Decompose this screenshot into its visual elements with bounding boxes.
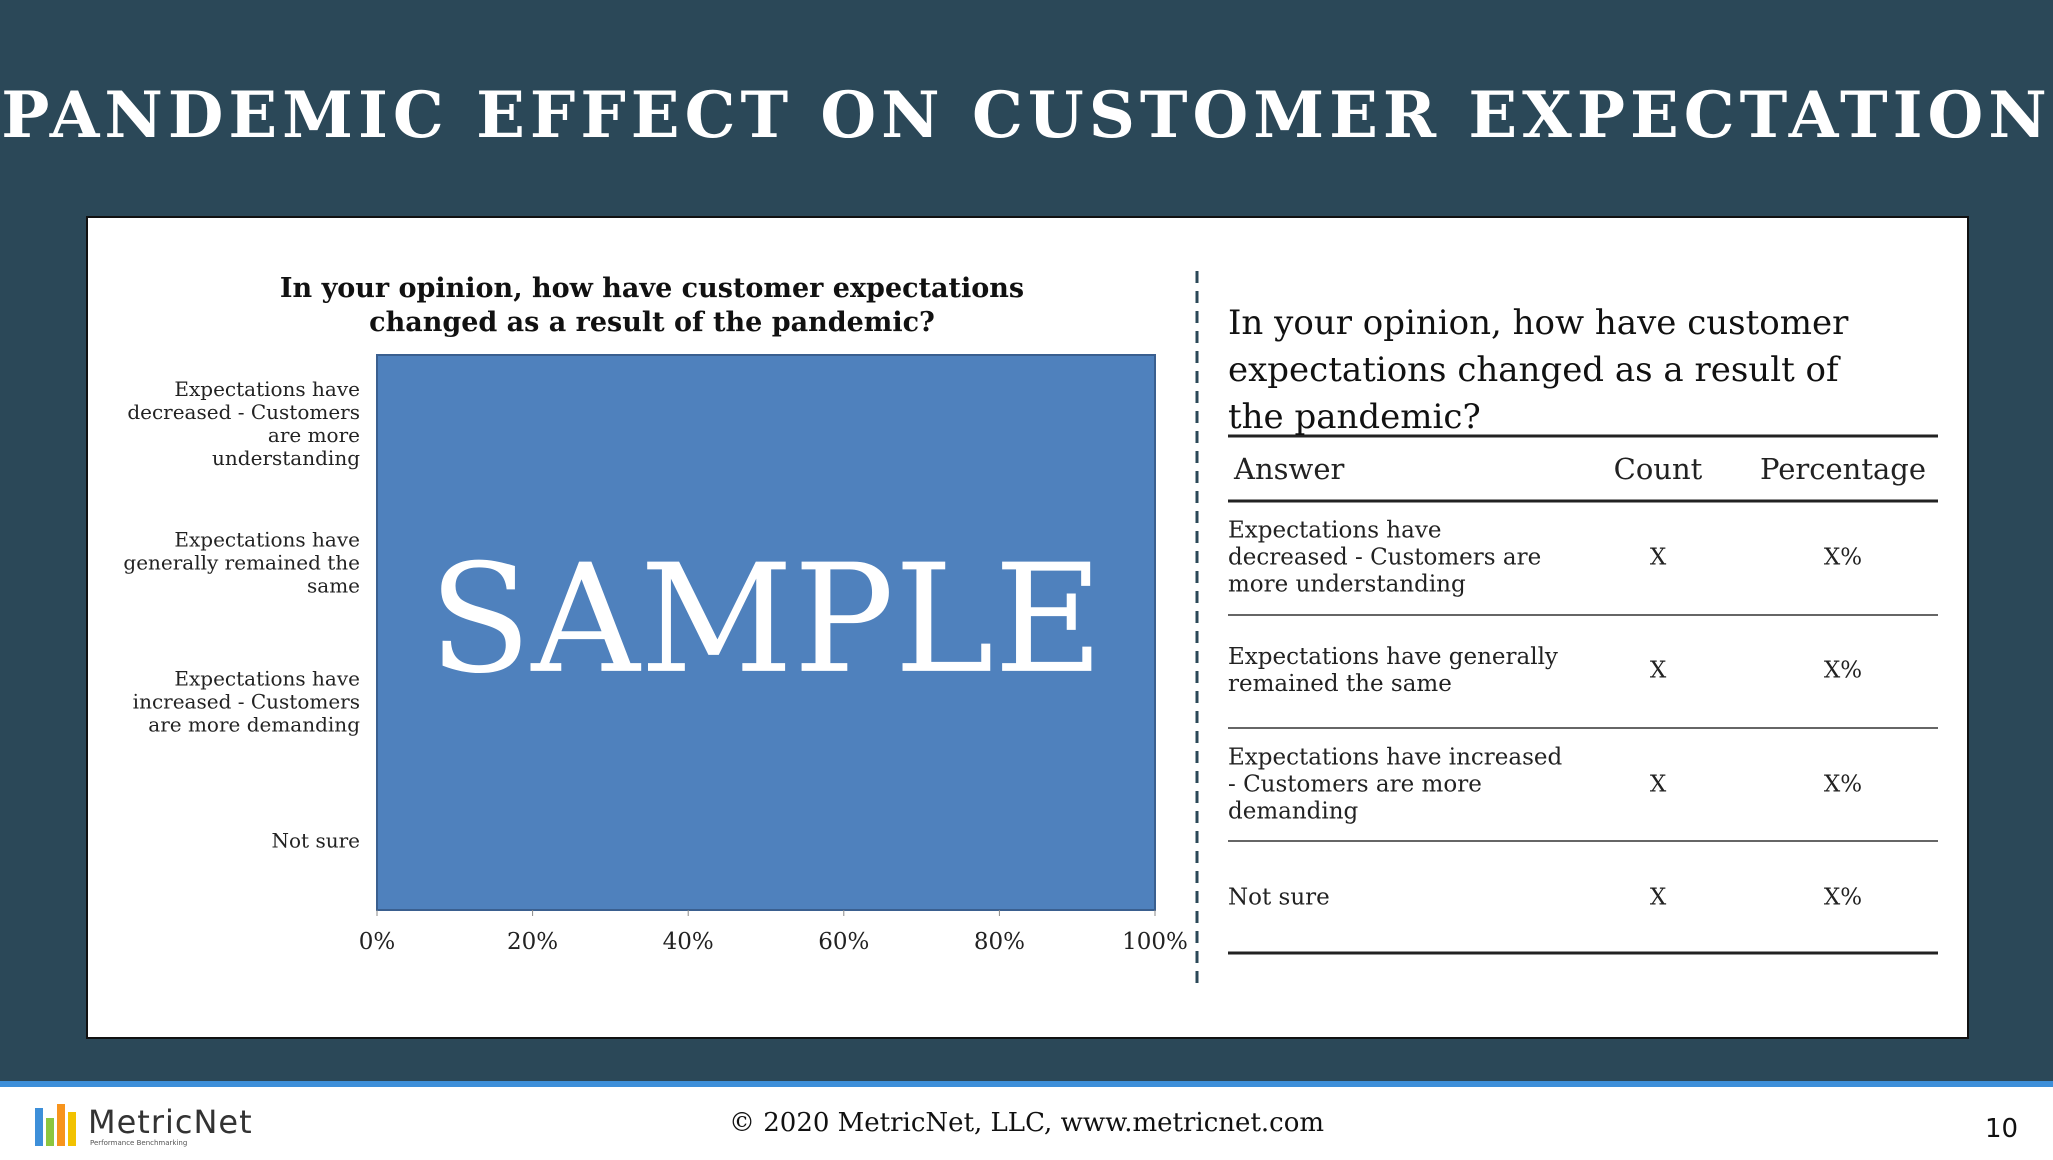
logo-tagline: Performance Benchmarking [90,1139,188,1147]
y-tick-label: Expectations have increased - Customers … [132,666,360,737]
x-tick-label: 80% [974,929,1025,955]
column-header: Percentage [1760,452,1926,486]
watermark: SAMPLE [429,533,1104,707]
column-header: Count [1613,452,1703,486]
table-cell: X [1649,771,1667,798]
y-tick-label: Expectations have decreased - Customers … [127,377,360,471]
table-cell: X% [1823,544,1863,571]
y-tick-label: Not sure [271,828,360,853]
x-tick-label: 20% [507,929,558,955]
plot-area [376,354,1156,911]
logo-text: MetricNet [88,1103,253,1141]
page-number: 10 [1985,1114,2019,1144]
table-cell: X% [1823,657,1863,684]
x-tick-label: 60% [818,929,869,955]
column-header: Answer [1234,452,1345,486]
slide-title: PANDEMIC EFFECT ON CUSTOMER EXPECTATION [1,78,2052,153]
table-cell: X [1649,884,1667,911]
footer [0,1081,2053,1160]
x-tick-label: 0% [359,929,396,955]
table-cell: X [1649,544,1667,571]
x-tick-label: 100% [1122,929,1188,955]
table-title: In your opinion, how have customer expec… [1228,303,1849,437]
y-tick-label: Expectations have generally remained the… [123,527,360,598]
table-cell: Expectations have increased - Customers … [1228,744,1563,825]
x-tick-label: 40% [663,929,714,955]
copyright: © 2020 MetricNet, LLC, www.metricnet.com [728,1108,1325,1138]
table-cell: Not sure [1228,884,1330,911]
chart-title: In your opinion, how have customer expec… [279,273,1025,338]
table-cell: Expectations have generally remained the… [1228,644,1558,697]
table-cell: X% [1823,771,1863,798]
table-cell: X [1649,657,1667,684]
table-cell: Expectations have decreased - Customers … [1228,517,1542,598]
table-cell: X% [1823,884,1863,911]
